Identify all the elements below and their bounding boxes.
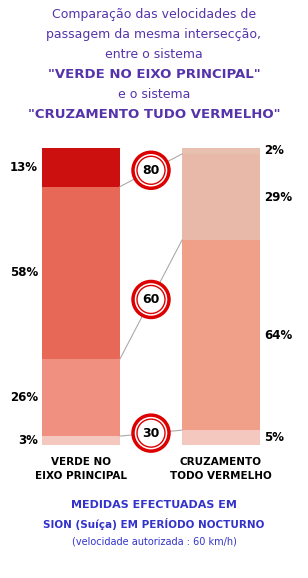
Text: 29%: 29% [264, 191, 292, 203]
Text: 64%: 64% [264, 329, 292, 342]
Text: 80: 80 [142, 164, 160, 177]
Bar [182, 240, 260, 430]
Text: 3%: 3% [18, 434, 38, 447]
Text: (velocidade autorizada : 60 km/h): (velocidade autorizada : 60 km/h) [71, 536, 237, 546]
Text: EIXO PRINCIPAL: EIXO PRINCIPAL [35, 471, 127, 481]
Text: CRUZAMENTO: CRUZAMENTO [180, 457, 262, 467]
Bar [42, 359, 120, 436]
Bar [42, 436, 120, 445]
Text: 58%: 58% [10, 266, 38, 279]
Text: 26%: 26% [10, 391, 38, 404]
Bar [42, 148, 120, 187]
Bar [182, 148, 260, 154]
Bar [182, 154, 260, 240]
Bar [42, 187, 120, 359]
Text: VERDE NO: VERDE NO [51, 457, 111, 467]
Text: TODO VERMELHO: TODO VERMELHO [170, 471, 272, 481]
Circle shape [133, 281, 169, 317]
Text: entre o sistema: entre o sistema [105, 48, 203, 61]
Text: 60: 60 [142, 293, 160, 306]
Text: 13%: 13% [10, 161, 38, 174]
Text: MEDIDAS EFECTUADAS EM: MEDIDAS EFECTUADAS EM [71, 500, 237, 510]
Bar [182, 430, 260, 445]
Text: "CRUZAMENTO TUDO VERMELHO": "CRUZAMENTO TUDO VERMELHO" [28, 108, 280, 121]
Text: 2%: 2% [264, 144, 284, 157]
Text: Comparação das velocidades de: Comparação das velocidades de [52, 8, 256, 21]
Text: "VERDE NO EIXO PRINCIPAL": "VERDE NO EIXO PRINCIPAL" [48, 68, 260, 81]
Text: 5%: 5% [264, 431, 284, 444]
Circle shape [133, 152, 169, 188]
Text: e o sistema: e o sistema [118, 88, 190, 101]
Circle shape [133, 415, 169, 451]
Text: SION (Suíça) EM PERÍODO NOCTURNO: SION (Suíça) EM PERÍODO NOCTURNO [43, 518, 265, 530]
Text: 30: 30 [142, 427, 160, 440]
Text: passagem da mesma intersecção,: passagem da mesma intersecção, [47, 28, 261, 41]
